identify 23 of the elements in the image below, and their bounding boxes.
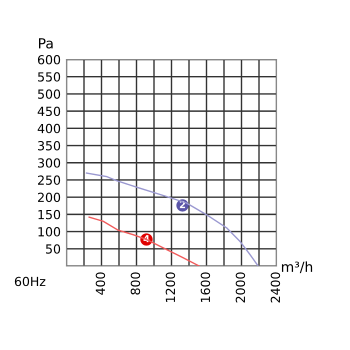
y-tick-label: 600 xyxy=(38,54,60,64)
y-axis-title: Pa xyxy=(39,38,53,49)
y-tick-label: 350 xyxy=(38,141,60,150)
x-tick-label: 2000 xyxy=(236,272,246,302)
y-tick-label: 450 xyxy=(38,106,60,116)
y-tick-label: 300 xyxy=(38,158,60,168)
y-tick-label: 500 xyxy=(38,89,60,99)
y-tick-label: 250 xyxy=(38,175,60,185)
x-tick-label: 400 xyxy=(96,272,106,295)
y-tick-label: 550 xyxy=(38,72,60,82)
y-tick-label: 400 xyxy=(38,124,60,134)
x-tick-label: 1600 xyxy=(200,272,210,302)
y-tick-label: 50 xyxy=(46,244,60,254)
y-tick-label: 200 xyxy=(38,192,60,202)
x-tick-label: 2400 xyxy=(270,272,280,302)
y-tick-label: 100 xyxy=(38,227,60,237)
x-tick-label: 1200 xyxy=(166,272,176,302)
x-tick-label: 800 xyxy=(130,272,140,295)
y-tick-label: 150 xyxy=(38,210,60,220)
line-series xyxy=(88,216,200,266)
line-series xyxy=(86,172,259,266)
x-axis-title: m³/h xyxy=(282,261,312,274)
text: 60Hz xyxy=(14,276,46,286)
